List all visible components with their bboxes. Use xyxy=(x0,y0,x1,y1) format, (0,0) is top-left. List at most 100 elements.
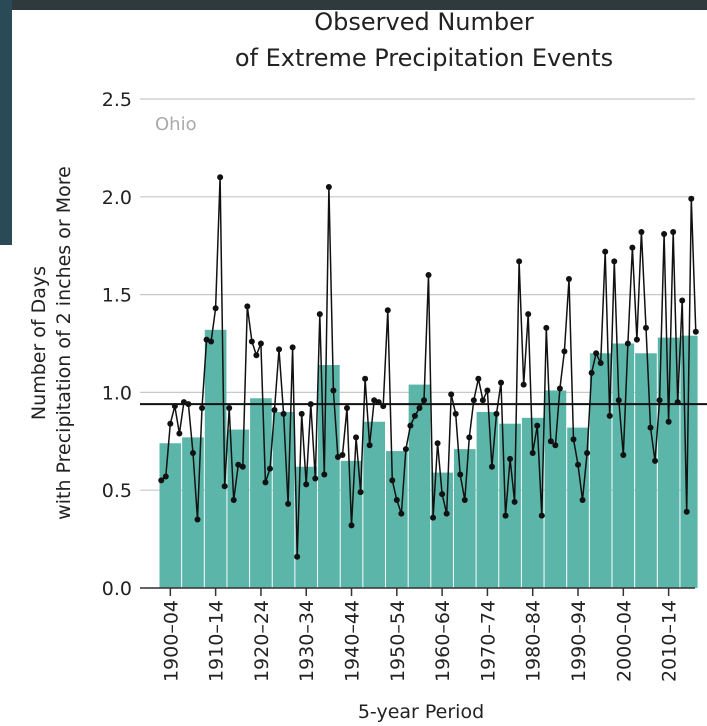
annual-point xyxy=(299,411,305,417)
annual-point xyxy=(444,511,450,517)
y-tick-label: 0.0 xyxy=(102,578,132,600)
x-tick-label: 1920–24 xyxy=(251,600,273,682)
annual-point xyxy=(557,385,563,391)
annual-point xyxy=(652,458,658,464)
annual-point xyxy=(480,397,486,403)
annual-point xyxy=(394,497,400,503)
annual-point xyxy=(539,513,545,519)
y-tick-label: 2.0 xyxy=(102,187,132,209)
annual-point xyxy=(362,376,368,382)
x-tick-label: 1950–54 xyxy=(387,600,409,682)
annual-point xyxy=(512,499,518,505)
annual-point xyxy=(426,272,432,278)
annual-point xyxy=(616,397,622,403)
annual-point xyxy=(163,474,169,480)
annual-point xyxy=(222,483,228,489)
bar xyxy=(613,344,635,589)
annual-point xyxy=(498,380,504,386)
annual-point xyxy=(584,450,590,456)
annual-point xyxy=(675,399,681,405)
annual-point xyxy=(349,522,355,528)
chart-title: Observed Number xyxy=(314,8,534,36)
backdrop-strip xyxy=(0,0,12,245)
annual-point xyxy=(566,276,572,282)
annual-point xyxy=(267,466,273,472)
annual-point xyxy=(489,464,495,470)
annual-point xyxy=(430,515,436,521)
annual-point xyxy=(625,341,631,347)
annual-point xyxy=(679,297,685,303)
annual-point xyxy=(493,411,499,417)
annual-point xyxy=(484,387,490,393)
annual-point xyxy=(249,339,255,345)
annual-point xyxy=(262,479,268,485)
annual-point xyxy=(167,421,173,427)
annotation: Ohio xyxy=(155,114,197,135)
annual-point xyxy=(240,464,246,470)
annual-point xyxy=(199,405,205,411)
bar xyxy=(160,443,182,588)
annual-point xyxy=(231,497,237,503)
annual-point xyxy=(380,403,386,409)
x-tick-label: 1910–14 xyxy=(206,600,228,682)
annual-point xyxy=(312,475,318,481)
annual-point xyxy=(158,477,164,483)
annual-point xyxy=(412,413,418,419)
chart-title: of Extreme Precipitation Events xyxy=(235,44,613,72)
annual-point xyxy=(290,344,296,350)
y-tick-label: 1.5 xyxy=(102,285,132,307)
annual-point xyxy=(407,423,413,429)
annual-point xyxy=(453,411,459,417)
x-tick-label: 1930–34 xyxy=(296,600,318,682)
annual-point xyxy=(670,229,676,235)
annual-point xyxy=(317,311,323,317)
x-tick-label: 1980–84 xyxy=(523,600,545,682)
annual-point xyxy=(208,339,214,345)
annual-point xyxy=(421,397,427,403)
annual-point xyxy=(638,229,644,235)
annual-point xyxy=(561,348,567,354)
annual-point xyxy=(376,399,382,405)
annual-point xyxy=(620,452,626,458)
y-tick-label: 0.5 xyxy=(102,480,132,502)
annual-point xyxy=(321,472,327,478)
annual-point xyxy=(521,382,527,388)
annual-point xyxy=(398,511,404,517)
annual-point xyxy=(185,401,191,407)
x-tick-label: 1940–44 xyxy=(342,600,364,682)
annual-point xyxy=(570,436,576,442)
annual-point xyxy=(195,517,201,523)
annual-point xyxy=(471,397,477,403)
annual-point xyxy=(589,370,595,376)
annual-point xyxy=(684,509,690,515)
bar xyxy=(250,398,272,588)
annual-point xyxy=(276,346,282,352)
bar xyxy=(363,422,385,588)
annual-point xyxy=(272,407,278,413)
bar xyxy=(545,390,567,588)
x-tick-label: 1970–74 xyxy=(477,600,499,682)
annual-point xyxy=(326,184,332,190)
x-tick-label: 2000–04 xyxy=(613,600,635,682)
bar xyxy=(273,412,295,588)
annual-point xyxy=(593,350,599,356)
annual-point xyxy=(466,434,472,440)
annual-point xyxy=(403,446,409,452)
annual-point xyxy=(244,303,250,309)
bar xyxy=(318,365,340,588)
annual-point xyxy=(598,360,604,366)
annual-point xyxy=(661,231,667,237)
annual-point xyxy=(607,413,613,419)
y-tick-label: 1.0 xyxy=(102,382,132,404)
annual-point xyxy=(507,456,513,462)
annual-point xyxy=(516,258,522,264)
annual-point xyxy=(344,405,350,411)
x-axis-label: 5-year Period xyxy=(358,701,484,723)
annual-point xyxy=(385,307,391,313)
annual-point xyxy=(503,513,509,519)
annual-point xyxy=(611,258,617,264)
annual-point xyxy=(358,489,364,495)
bar xyxy=(409,385,431,588)
y-axis-label: with Precipitation of 2 inches or More xyxy=(53,166,75,520)
annual-point xyxy=(389,477,395,483)
